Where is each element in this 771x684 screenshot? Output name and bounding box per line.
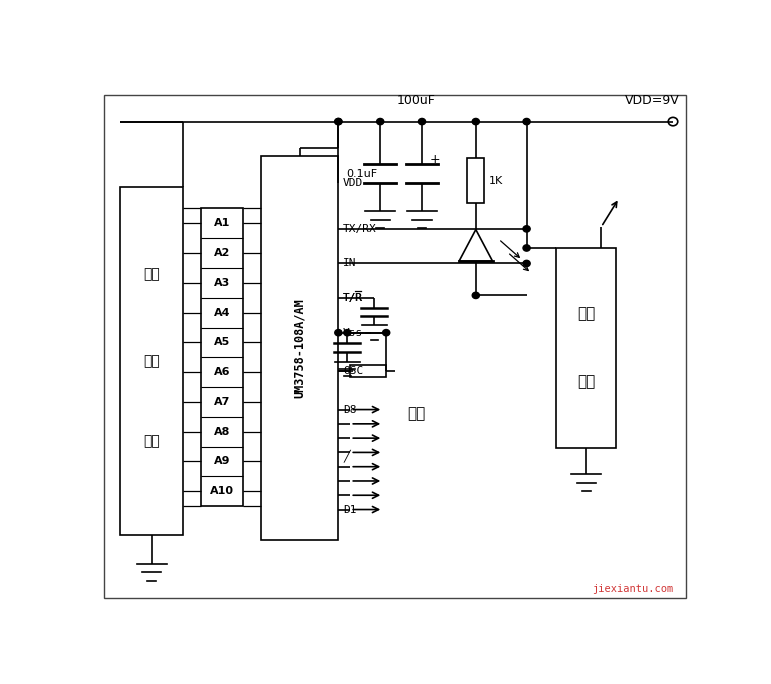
Text: A1: A1 [214, 218, 230, 228]
Text: Vss: Vss [343, 328, 363, 338]
Bar [467, 159, 484, 203]
Circle shape [335, 330, 342, 336]
Bar [261, 156, 338, 540]
Circle shape [523, 226, 530, 232]
Text: A7: A7 [214, 397, 230, 407]
Text: +: + [429, 153, 440, 166]
Text: UM3758-108A/AM: UM3758-108A/AM [293, 298, 306, 398]
Text: D1: D1 [343, 505, 357, 514]
Text: IN: IN [343, 259, 357, 268]
Circle shape [335, 118, 342, 124]
Text: jiexiantu.com: jiexiantu.com [591, 584, 673, 594]
Text: ╱: ╱ [343, 449, 350, 462]
Circle shape [523, 261, 530, 267]
Circle shape [376, 118, 384, 124]
Text: OSC: OSC [343, 366, 363, 376]
Text: A9: A9 [214, 456, 230, 466]
Text: 接收: 接收 [577, 306, 595, 321]
Circle shape [472, 292, 480, 298]
Text: VDD=9V: VDD=9V [625, 94, 679, 107]
Text: A3: A3 [214, 278, 230, 288]
Circle shape [382, 330, 390, 336]
Bar [350, 365, 386, 377]
Text: 1K: 1K [489, 176, 503, 186]
Text: T/: T/ [343, 293, 357, 303]
Bar [557, 248, 616, 448]
Text: 电路: 电路 [577, 375, 595, 390]
Circle shape [523, 245, 530, 251]
Text: R: R [354, 293, 361, 303]
Text: A2: A2 [214, 248, 230, 258]
Bar [201, 209, 243, 506]
Text: A4: A4 [214, 308, 230, 317]
Circle shape [472, 118, 480, 124]
Text: A5: A5 [214, 337, 230, 347]
Text: 0.1uF: 0.1uF [346, 169, 377, 179]
Text: 输出: 输出 [407, 406, 426, 421]
Text: A6: A6 [214, 367, 230, 377]
Text: A10: A10 [210, 486, 234, 496]
Circle shape [523, 118, 530, 124]
Circle shape [344, 330, 351, 336]
Bar [120, 187, 183, 535]
Circle shape [335, 118, 342, 124]
Text: D8: D8 [343, 404, 357, 415]
Text: TX/RX: TX/RX [343, 224, 377, 234]
Text: 开关: 开关 [143, 434, 160, 448]
Text: 100uF: 100uF [396, 94, 436, 107]
Text: T/R: T/R [343, 293, 363, 303]
Text: 编码: 编码 [143, 354, 160, 368]
Text: A8: A8 [214, 427, 230, 436]
Text: VDD: VDD [343, 178, 363, 187]
Circle shape [419, 118, 426, 124]
Text: 三态: 三态 [143, 267, 160, 281]
